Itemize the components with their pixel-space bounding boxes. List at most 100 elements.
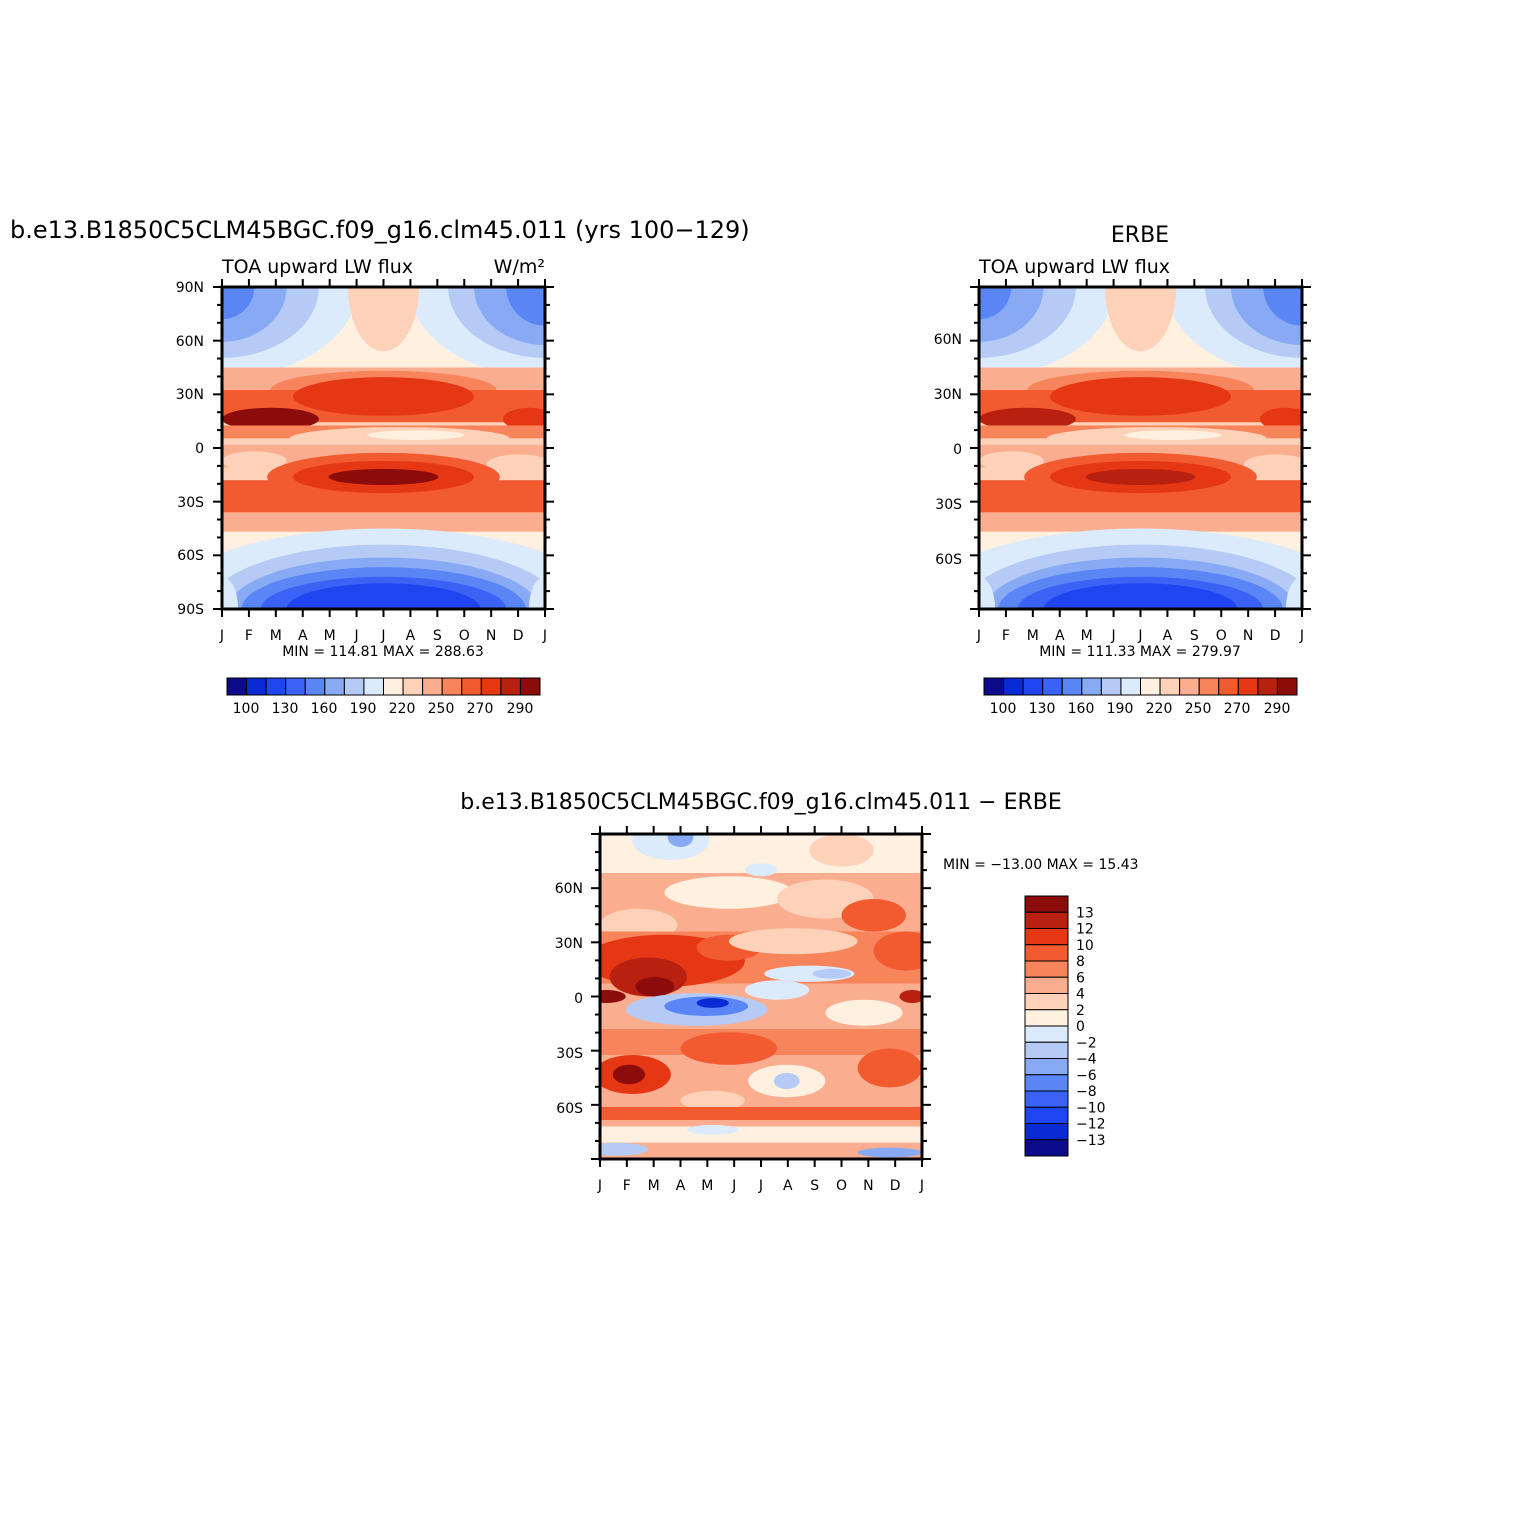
month-label: J	[919, 1178, 924, 1194]
panel-obs-minmax: MIN = 111.33 MAX = 279.97	[1039, 644, 1241, 660]
colorbar-swatch	[1024, 895, 1069, 913]
month-label: M	[701, 1178, 713, 1194]
contour-band	[600, 1142, 922, 1159]
colorbar-swatch	[1024, 911, 1069, 929]
month-label: S	[1190, 628, 1199, 644]
contour-band	[667, 834, 694, 847]
colorbar-label: 250	[428, 701, 455, 717]
colorbar-swatch	[285, 677, 306, 696]
month-label: A	[1055, 628, 1065, 644]
month-label: A	[1163, 628, 1173, 644]
month-label: J	[219, 628, 224, 644]
contour-band	[1043, 583, 1238, 609]
contour-band	[899, 990, 922, 1003]
colorbar-swatch	[246, 677, 267, 696]
lat-label: 30S	[177, 495, 204, 511]
colorbar-swatch	[983, 677, 1005, 696]
lat-label: 0	[574, 991, 583, 1007]
colorbar-label: −2	[1076, 1035, 1097, 1051]
contour-band	[600, 1142, 649, 1156]
month-label: A	[783, 1178, 793, 1194]
panel-obs: ERBE TOA upward LW flux 60N 30N 0 30S 60…	[934, 223, 1311, 717]
colorbar-label: 12	[1076, 922, 1094, 938]
colorbar-label: 130	[272, 701, 299, 717]
month-label: J	[1111, 628, 1116, 644]
lat-label: 0	[195, 441, 204, 457]
contour-band	[1243, 454, 1302, 474]
contour-band	[612, 1064, 646, 1085]
colorbar-label: 4	[1076, 987, 1085, 1003]
contour-band	[744, 980, 810, 1000]
month-label: O	[836, 1178, 847, 1194]
contour-band	[979, 576, 996, 609]
colorbar-swatch	[1140, 677, 1161, 696]
colorbar-label: 160	[1068, 701, 1095, 717]
colorbar-swatch	[1024, 1139, 1069, 1157]
colorbar-swatch	[480, 677, 502, 696]
lat-label: 60S	[556, 1101, 583, 1117]
colorbar-swatch	[324, 677, 345, 696]
month-label: N	[1243, 628, 1253, 644]
colorbar-label: 190	[1107, 701, 1134, 717]
colorbar-swatch	[1218, 677, 1239, 696]
colorbar-label: 130	[1029, 701, 1056, 717]
colorbar-label: 220	[1146, 701, 1173, 717]
contour-band	[979, 287, 1012, 320]
contour-band	[286, 583, 481, 609]
panel-obs-colorbar-labels: 100 130 160 190 220 250 270 290	[990, 701, 1291, 717]
contour-band	[1104, 287, 1177, 352]
colorbar-label: 270	[467, 701, 494, 717]
panel-obs-title: ERBE	[1111, 223, 1169, 248]
colorbar-swatch	[265, 677, 287, 696]
colorbar-swatch	[1081, 677, 1102, 696]
colorbar-label: −6	[1076, 1068, 1097, 1084]
contour-band	[1260, 407, 1302, 431]
lat-label: 30N	[555, 936, 583, 952]
panel-model-lat-labels: 90N 60N 30N 0 30S 60S 90S	[176, 280, 204, 618]
colorbar-label: 270	[1224, 701, 1251, 717]
month-label: D	[890, 1178, 901, 1194]
month-label: J	[1299, 628, 1304, 644]
colorbar-swatch	[363, 677, 384, 696]
lat-label: 30N	[176, 387, 204, 403]
colorbar-swatch	[1003, 677, 1024, 696]
panel-diff-contour-field	[600, 834, 922, 1159]
contour-band	[857, 1147, 922, 1158]
contour-band	[1050, 377, 1231, 416]
month-label: A	[298, 628, 308, 644]
contour-band	[222, 576, 239, 609]
colorbar-swatch	[1061, 677, 1083, 696]
colorbar-swatch	[343, 677, 365, 696]
colorbar-label: −12	[1076, 1117, 1106, 1133]
lat-label: 30S	[935, 497, 962, 513]
colorbar-label: −10	[1076, 1100, 1106, 1116]
contour-band	[222, 512, 545, 532]
colorbar-label: 13	[1076, 905, 1094, 921]
contour-band	[809, 834, 874, 867]
contour-band	[825, 999, 903, 1026]
contour-band	[979, 451, 1044, 471]
contour-band	[979, 512, 1302, 532]
colorbar-swatch	[1237, 677, 1259, 696]
panel-obs-ticks	[970, 279, 1311, 617]
lat-label: 60S	[935, 552, 962, 568]
lat-label: 30S	[556, 1046, 583, 1062]
colorbar-label: −8	[1076, 1084, 1097, 1100]
month-label: J	[597, 1178, 602, 1194]
contour-band	[680, 1090, 745, 1111]
month-label: A	[406, 628, 416, 644]
lat-label: 90S	[177, 602, 204, 618]
colorbar-swatch	[1024, 1090, 1069, 1108]
contour-band	[841, 899, 906, 932]
colorbar-swatch	[1257, 677, 1278, 696]
colorbar-swatch	[1024, 960, 1069, 978]
panel-model-ticks	[213, 279, 554, 617]
colorbar-swatch	[1042, 677, 1063, 696]
contour-band	[979, 407, 1076, 431]
colorbar-swatch	[1024, 1058, 1069, 1076]
colorbar-label: 100	[990, 701, 1017, 717]
contour-band	[812, 968, 852, 979]
